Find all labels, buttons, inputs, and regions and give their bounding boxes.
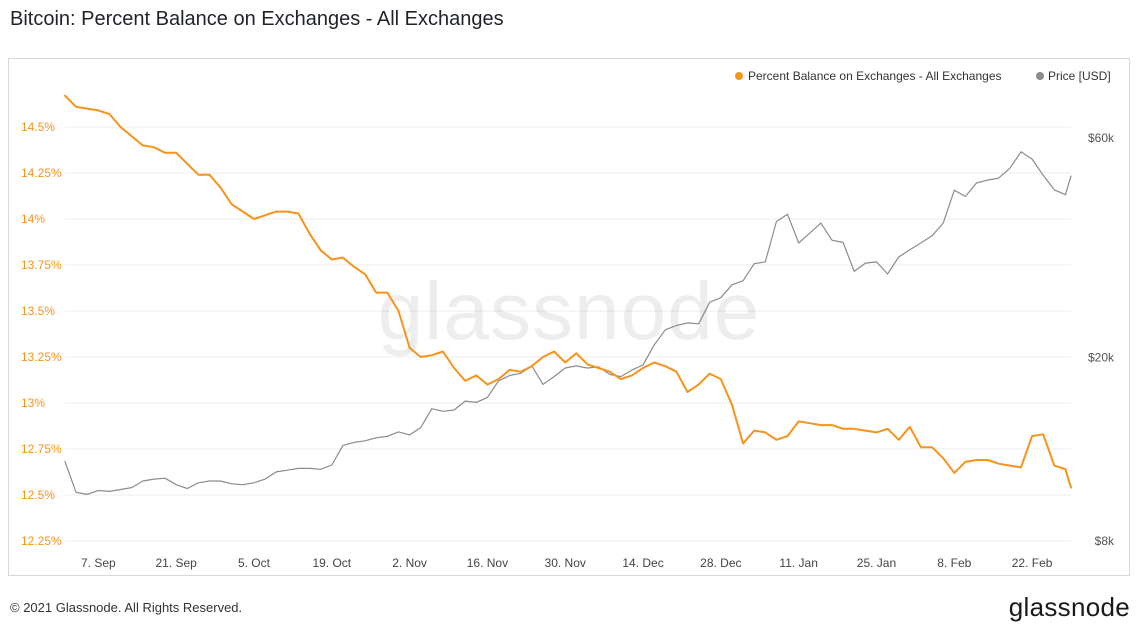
y-left-tick-label: 13% bbox=[21, 396, 45, 410]
series-line-price bbox=[64, 151, 1072, 495]
y-left-tick-label: 12.5% bbox=[21, 488, 55, 502]
x-tick-label: 7. Sep bbox=[81, 556, 116, 570]
x-tick-label: 5. Oct bbox=[238, 556, 271, 570]
x-tick-label: 14. Dec bbox=[622, 556, 663, 570]
y-left-tick-label: 13.75% bbox=[21, 258, 62, 272]
y-axis-left: 12.25% 12.5% 12.75% 13% 13.25% 13.5% 13.75% 14%… bbox=[21, 120, 62, 548]
legend: Percent Balance on Exchanges - All Excha… bbox=[735, 69, 1111, 83]
y-right-tick-label: $60k bbox=[1088, 131, 1115, 145]
x-tick-label: 8. Feb bbox=[937, 556, 971, 570]
y-right-tick-label: $8k bbox=[1095, 534, 1115, 548]
y-left-tick-label: 13.5% bbox=[21, 304, 55, 318]
x-tick-label: 19. Oct bbox=[312, 556, 351, 570]
legend-item-balance[interactable]: Percent Balance on Exchanges - All Excha… bbox=[735, 69, 1002, 83]
x-tick-label: 22. Feb bbox=[1012, 556, 1053, 570]
chart-frame: glassnode 12.25% 12.5% 12.75% 13% 13.25% 13.5… bbox=[8, 58, 1130, 576]
y-axis-right: $8k $20k $60k bbox=[1088, 131, 1115, 548]
x-tick-label: 16. Nov bbox=[467, 556, 508, 570]
legend-label-price: Price [USD] bbox=[1048, 69, 1111, 83]
watermark-logo: glassnode bbox=[378, 266, 761, 357]
series-layer bbox=[64, 94, 1072, 495]
legend-item-price[interactable]: Price [USD] bbox=[1036, 69, 1111, 83]
y-left-tick-label: 12.75% bbox=[21, 442, 62, 456]
glassnode-logo[interactable]: glassnode bbox=[1008, 592, 1130, 622]
y-left-tick-label: 12.25% bbox=[21, 534, 62, 548]
x-tick-label: 28. Dec bbox=[700, 556, 741, 570]
x-tick-label: 25. Jan bbox=[857, 556, 896, 570]
x-tick-label: 2. Nov bbox=[392, 556, 427, 570]
y-right-tick-label: $20k bbox=[1088, 351, 1115, 365]
copyright-text: © 2021 Glassnode. All Rights Reserved. bbox=[10, 600, 243, 615]
legend-marker-balance bbox=[735, 72, 743, 80]
y-left-tick-label: 14.5% bbox=[21, 120, 55, 134]
x-tick-label: 21. Sep bbox=[155, 556, 197, 570]
series-line-balance bbox=[64, 94, 1072, 489]
y-left-tick-label: 14% bbox=[21, 212, 45, 226]
x-tick-label: 30. Nov bbox=[545, 556, 586, 570]
gridlines bbox=[65, 126, 1071, 542]
legend-marker-price bbox=[1036, 72, 1044, 80]
legend-label-balance: Percent Balance on Exchanges - All Excha… bbox=[748, 69, 1002, 83]
chart-title: Bitcoin: Percent Balance on Exchanges - … bbox=[10, 8, 504, 30]
y-left-tick-label: 13.25% bbox=[21, 350, 62, 364]
y-left-tick-label: 14.25% bbox=[21, 166, 62, 180]
x-axis: 7. Sep 21. Sep 5. Oct 19. Oct 2. Nov 16. Nov 3… bbox=[81, 556, 1053, 570]
chart-svg[interactable]: glassnode 12.25% 12.5% 12.75% 13% 13.25% 13.5… bbox=[9, 59, 1129, 575]
x-tick-label: 11. Jan bbox=[779, 556, 817, 570]
